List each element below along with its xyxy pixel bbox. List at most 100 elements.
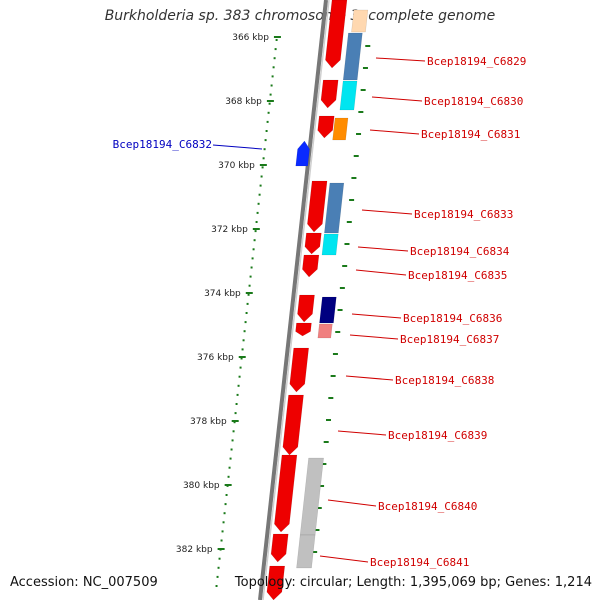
scale-label: 366 kbp [232, 33, 269, 43]
gene-label[interactable]: Bcep18194_C6835 [408, 269, 507, 282]
feature-dash [362, 67, 368, 69]
gene-label[interactable]: Bcep18194_C6838 [395, 374, 494, 387]
feature-dash [312, 551, 318, 553]
scale-ticks [215, 36, 371, 587]
annotation-block [319, 296, 337, 324]
scale-dot [266, 120, 269, 123]
gene-label[interactable]: Bcep18194_C6836 [403, 312, 502, 325]
scale-label: 380 kbp [183, 481, 220, 491]
gene-label[interactable]: Bcep18194_C6830 [424, 95, 523, 108]
scale-dot [227, 475, 230, 478]
gene-label[interactable]: Bcep18194_C6833 [414, 208, 513, 221]
gene-label[interactable]: Bcep18194_C6837 [400, 333, 499, 346]
scale-dot [256, 211, 259, 214]
scale-dot [275, 39, 278, 41]
scale-label: 370 kbp [218, 161, 255, 171]
scale-dot [221, 530, 224, 533]
feature-dash [356, 133, 362, 135]
gene-label[interactable]: Bcep18194_C6834 [410, 245, 510, 258]
gene-leader-line [361, 209, 413, 215]
scale-major-tick [259, 164, 267, 166]
scale-dot [239, 366, 242, 369]
feature-dash [323, 441, 329, 443]
gene-leader-line [212, 144, 263, 150]
feature-dash [344, 243, 350, 245]
scale-label: 374 kbp [204, 289, 241, 299]
gene-label[interactable]: Bcep18194_C6839 [388, 429, 487, 442]
feature-dash [339, 287, 345, 289]
scale-dot [216, 575, 219, 578]
gene-label[interactable]: Bcep18194_C6841 [370, 556, 469, 569]
scale-labels: 366 kbp 368 kbp 370 kbp 372 kbp 374 kbp 376 k… [176, 33, 269, 555]
feature-dash [316, 507, 322, 509]
scale-major-tick [252, 228, 260, 230]
scale-dot [272, 66, 275, 69]
genome-info-text: Topology: circular; Length: 1,395,069 bp… [234, 575, 592, 590]
scale-dot [255, 221, 258, 223]
scale-label: 378 kbp [190, 417, 227, 427]
feature-dash [330, 375, 336, 377]
feature-dash [337, 309, 343, 311]
scale-dot [229, 457, 232, 460]
scale-dot [274, 48, 277, 51]
scale-dot [225, 494, 228, 496]
scale-major-tick [273, 36, 281, 38]
feature-dash [319, 485, 325, 487]
scale-dot [244, 321, 247, 324]
gene-leader-line [357, 246, 409, 252]
annotation-block [321, 233, 339, 256]
scale-dot [271, 75, 274, 78]
feature-dash [314, 529, 320, 531]
scale-dot [234, 412, 237, 415]
annotation-block [296, 534, 316, 569]
gene-arrow [297, 294, 315, 323]
gene-arrow [307, 180, 328, 233]
scale-dot [252, 248, 255, 251]
feature-dash [358, 111, 364, 113]
feature-dash [342, 265, 348, 267]
scale-dot [260, 175, 263, 178]
scale-label: 368 kbp [225, 97, 262, 107]
gene-labels: Bcep18194_C6829 Bcep18194_C6830 Bcep18194_… [113, 55, 527, 569]
feature-tracks [266, 0, 369, 600]
gene-leader-line [369, 129, 420, 135]
scale-major-tick [217, 548, 225, 550]
reverse-gene-arrow [295, 140, 310, 167]
feature-dash [351, 177, 357, 179]
feature-dash [335, 331, 341, 333]
gene-label[interactable]: Bcep18194_C6831 [421, 128, 520, 141]
scale-dot [253, 239, 256, 242]
scale-major-tick [224, 484, 232, 486]
gene-leader-line [319, 555, 369, 563]
chromosome-backbone-highlight [262, 0, 330, 600]
gene-leader-line [375, 57, 426, 62]
scale-dot [264, 139, 267, 142]
gene-leader-line [337, 430, 387, 436]
scale-dot [233, 421, 236, 424]
scale-dot [228, 466, 231, 469]
feature-dash [321, 463, 327, 465]
scale-dot [236, 393, 239, 396]
annotation-block [317, 323, 333, 339]
gene-label[interactable]: Bcep18194_C6832 [113, 138, 212, 151]
gene-arrow [302, 254, 320, 278]
scale-dot [224, 503, 227, 506]
scale-dot [261, 166, 264, 169]
scale-dot [232, 430, 235, 433]
gene-arrow [304, 232, 322, 255]
gene-label[interactable]: Bcep18194_C6840 [378, 500, 477, 513]
feature-dash [360, 89, 366, 91]
scale-label: 382 kbp [176, 545, 213, 555]
scale-major-tick [266, 100, 274, 102]
scale-dot [270, 84, 273, 87]
scale-dot [250, 266, 253, 269]
gene-label[interactable]: Bcep18194_C6829 [427, 55, 526, 68]
gene-arrow [274, 454, 298, 533]
scale-dot [267, 111, 270, 114]
gene-arrow [266, 565, 286, 600]
feature-dash [328, 397, 334, 399]
scale-dot [240, 357, 243, 360]
scale-dot [218, 557, 221, 560]
feature-dash [353, 155, 359, 157]
